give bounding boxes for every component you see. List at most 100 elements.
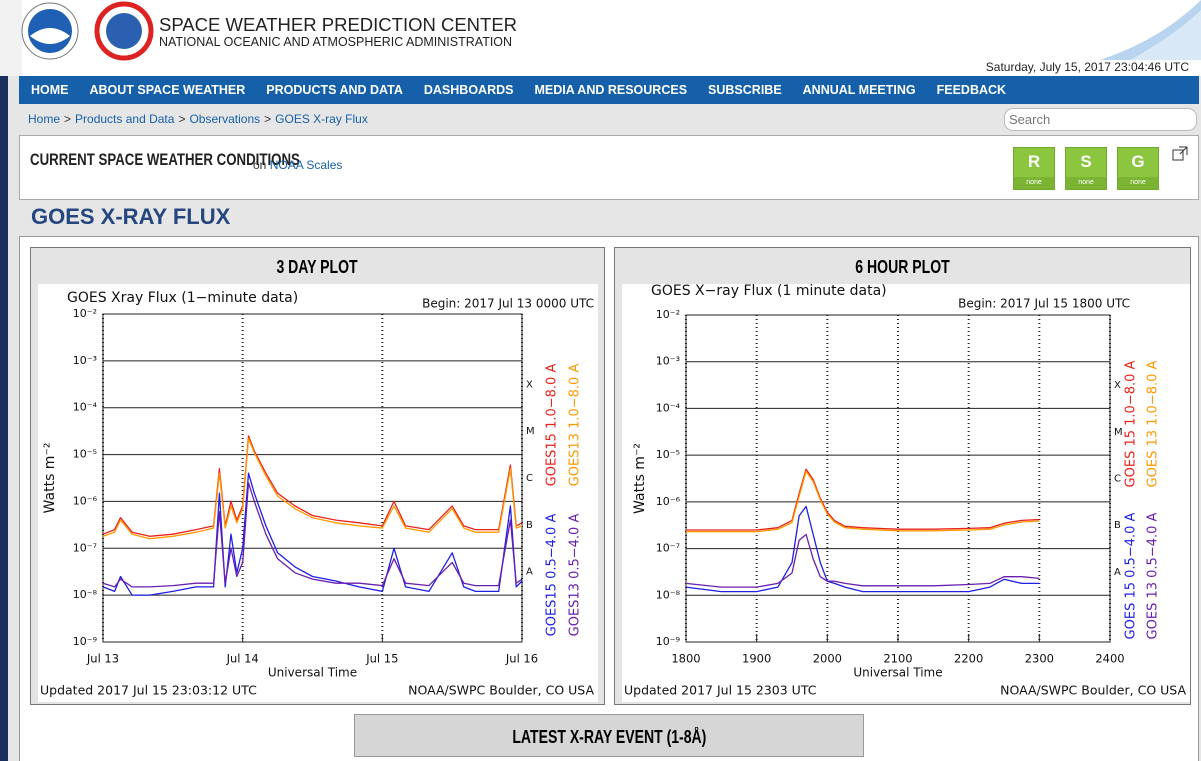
x-tick-label: 1900 [742,652,771,666]
y-tick-label: 10⁻⁵ [656,448,680,461]
legend-entry: GOES 15 0.5−4.0 A [1124,512,1139,639]
page-title: GOES X-RAY FLUX [31,204,231,229]
conditions-heading: CURRENT SPACE WEATHER CONDITIONS [30,150,376,170]
legend-entry: GOES15 1.0−8.0 A [545,364,560,487]
x-axis-label: Universal Time [853,666,942,680]
series-line [102,482,523,588]
x-tick-label: Jul 13 [86,652,119,666]
nav-link[interactable]: SUBSCRIBE [708,83,782,97]
flare-class-label: A [1114,567,1121,578]
flare-class-label: B [526,520,533,531]
y-axis-label: Watts m⁻² [42,443,58,514]
nav-link[interactable]: PRODUCTS AND DATA [266,83,403,97]
y-tick-label: 10⁻⁸ [656,588,681,601]
y-axis-label: Watts m⁻² [632,443,648,514]
breadcrumb-link[interactable]: GOES X-ray Flux [275,112,368,126]
y-tick-label: 10⁻² [656,308,680,321]
y-tick-label: 10⁻⁶ [73,494,98,507]
updated-note: Updated 2017 Jul 15 23:03:12 UTC [40,683,257,698]
panel-title: 6 HOUR PLOT [855,257,950,277]
y-tick-label: 10⁻² [73,307,97,320]
updated-note: Updated 2017 Jul 15 2303 UTC [624,683,817,698]
legend-entry: GOES15 0.5−4.0 A [545,514,560,637]
event-table [354,756,864,761]
nav-link[interactable]: ABOUT SPACE WEATHER [89,83,246,97]
series-line [102,437,523,540]
x-tick-label: 2100 [883,652,912,666]
y-tick-label: 10⁻³ [73,354,97,367]
y-tick-label: 10⁻⁶ [656,495,681,508]
flare-class-label: X [526,379,533,390]
x-tick-label: Jul 16 [505,652,538,666]
series-line [685,533,1040,588]
panel-header: 3 DAY PLOT [31,248,604,284]
edge [0,0,22,76]
y-tick-label: 10⁻⁹ [73,635,97,648]
x-tick-label: 2200 [954,652,983,666]
credit-note: NOAA/SWPC Boulder, CO USA [408,683,594,698]
nav-link[interactable]: ANNUAL MEETING [802,83,916,97]
conditions-box: CURRENT SPACE WEATHER CONDITIONS on NOAA… [19,135,1199,200]
x-tick-label: Jul 15 [365,652,398,666]
series-line [686,470,1040,533]
header-graphics [0,0,1201,76]
breadcrumb-link[interactable]: Observations [189,112,261,126]
nav-link[interactable]: FEEDBACK [936,83,1007,97]
site-subtitle: NATIONAL OCEANIC AND ATMOSPHERIC ADMINIS… [159,35,513,49]
x-axis-label: Universal Time [268,666,357,680]
conditions-sub: on NOAA Scales [253,158,342,172]
chart: GOES Xray Flux (1−minute data) Begin: 201… [38,284,598,702]
nav-link[interactable]: MEDIA AND RESOURCES [534,83,688,97]
nav-link[interactable]: HOME [31,83,69,97]
search-box[interactable]: Search [1004,108,1197,131]
y-tick-label: 10⁻⁷ [73,541,97,554]
plot-frame [102,313,523,643]
x-tick-label: 2400 [1095,652,1124,666]
y-tick-label: 10⁻⁴ [73,401,98,414]
flare-class-label: A [526,567,533,578]
plot-frame [685,314,1111,643]
series-line [102,435,523,537]
conditions-on: on [253,158,267,172]
event-title: LATEST X-RAY EVENT (1-8Å) [511,727,707,747]
y-tick-label: 10⁻⁸ [73,588,98,601]
x-tick-label: 2300 [1025,652,1054,666]
nav-link[interactable]: DASHBOARDS [423,83,514,97]
chart-subtitle: Begin: 2017 Jul 13 0000 UTC [422,297,594,311]
flare-class-label: B [1114,520,1121,531]
credit-note: NOAA/SWPC Boulder, CO USA [1000,683,1186,698]
scale-letter: R [1027,152,1041,171]
y-tick-label: 10⁻⁴ [656,401,681,414]
legend-entry: GOES13 0.5−4.0 A [568,514,583,637]
breadcrumb: Home > Products and Data > Observations > GOES… [28,112,368,126]
conditions-title: CURRENT SPACE WEATHER CONDITIONS [30,150,300,169]
breadcrumb-link[interactable]: Home [28,112,61,126]
scale-letter: G [1131,152,1145,171]
breadcrumb-link[interactable]: Products and Data [75,112,175,126]
series-line [102,472,523,596]
y-tick-label: 10⁻³ [656,355,680,368]
x-tick-label: 2000 [813,652,842,666]
series-line [686,468,1040,531]
chart-title: GOES X−ray Flux (1 minute data) [651,284,887,299]
breadcrumb-separator: > [264,112,272,126]
chart-title: GOES Xray Flux (1−minute data) [67,290,298,306]
scale-status: none [1118,177,1158,189]
scales-link[interactable]: NOAA Scales [269,158,343,172]
noaa-logo [30,28,70,44]
scale-letter: S [1080,152,1092,171]
panel-header: 6 HOUR PLOT [615,248,1190,284]
breadcrumb-separator: > [64,112,72,126]
flare-class-label: M [1114,427,1123,438]
chart: GOES X−ray Flux (1 minute data) Begin: 20… [622,284,1190,702]
popout-icon[interactable] [1172,146,1188,162]
y-tick-label: 10⁻⁹ [656,635,680,648]
nws-logo [106,13,142,49]
breadcrumb-separator: > [178,112,186,126]
flare-class-label: C [1114,474,1121,485]
swoosh [1130,10,1201,60]
